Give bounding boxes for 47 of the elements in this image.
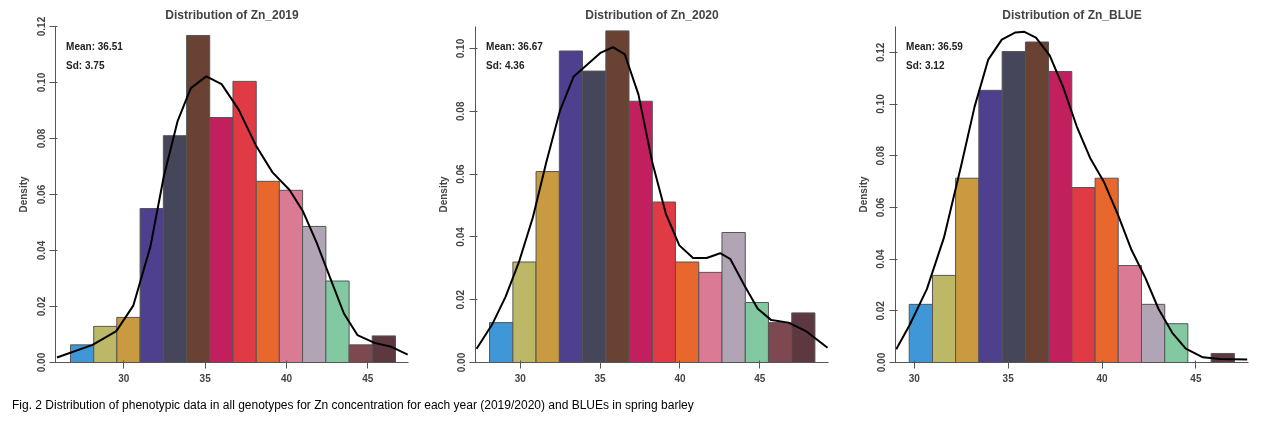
y-axis-title: Density — [857, 176, 869, 213]
annotation: Mean: 36.59 — [906, 41, 964, 53]
annotation: Sd: 3.12 — [906, 59, 945, 71]
y-tick-label: 0.10 — [875, 93, 887, 114]
y-tick-label: 0.06 — [875, 197, 887, 218]
annotation: Mean: 36.51 — [66, 41, 124, 53]
x-tick-label: 45 — [754, 372, 766, 384]
y-tick-label: 0.08 — [35, 128, 47, 149]
x-tick-label: 35 — [199, 372, 212, 384]
y-tick-label: 0.04 — [35, 240, 47, 261]
x-tick-label: 45 — [362, 372, 374, 384]
y-tick-label: 0.00 — [455, 352, 467, 373]
x-tick-label: 35 — [594, 372, 607, 384]
chart-title: Distribution of Zn_2019 — [165, 7, 299, 22]
y-tick-label: 0.00 — [875, 352, 887, 373]
y-axis-title: Density — [437, 176, 449, 213]
y-tick-label: 0.02 — [875, 300, 887, 321]
y-tick-label: 0.04 — [875, 248, 887, 269]
annotation: Sd: 4.36 — [486, 59, 525, 71]
y-axis-title: Density — [17, 176, 29, 213]
y-tick-label: 0.10 — [455, 38, 467, 59]
y-tick-label: 0.12 — [35, 16, 47, 37]
x-tick-label: 30 — [514, 372, 527, 384]
chart-title: Distribution of Zn_2020 — [585, 7, 719, 22]
y-tick-label: 0.10 — [35, 72, 47, 93]
line-series — [55, 75, 409, 359]
x-tick-label: 35 — [1002, 372, 1015, 384]
x-tick-label: 40 — [280, 372, 293, 384]
y-tick-label: 0.08 — [875, 145, 887, 166]
y-tick-label: 0.06 — [455, 163, 467, 184]
y-tick-label: 0.02 — [35, 296, 47, 317]
line-series — [895, 30, 1249, 361]
x-tick-label: 30 — [118, 372, 130, 384]
chart-title: Distribution of Zn_BLUE — [1002, 7, 1142, 22]
y-tick-label: 0.08 — [455, 101, 467, 122]
y-tick-label: 0.00 — [35, 352, 47, 373]
x-tick-label: 30 — [908, 372, 921, 384]
annotation: Sd: 3.75 — [66, 59, 105, 71]
y-tick-label: 0.12 — [875, 42, 887, 63]
annotation: Mean: 36.67 — [486, 41, 544, 53]
x-tick-label: 40 — [674, 372, 686, 384]
y-tick-label: 0.06 — [35, 184, 47, 205]
caption: Fig. 2 Distribution of phenotypic data in all genotypes for Zn concentration for each year (2019/2020) and BLUEs in spring barley — [12, 397, 694, 414]
y-tick-label: 0.02 — [455, 289, 467, 310]
x-tick-label: 45 — [1190, 372, 1202, 384]
y-tick-label: 0.04 — [455, 226, 467, 247]
x-tick-label: 40 — [1096, 372, 1109, 384]
